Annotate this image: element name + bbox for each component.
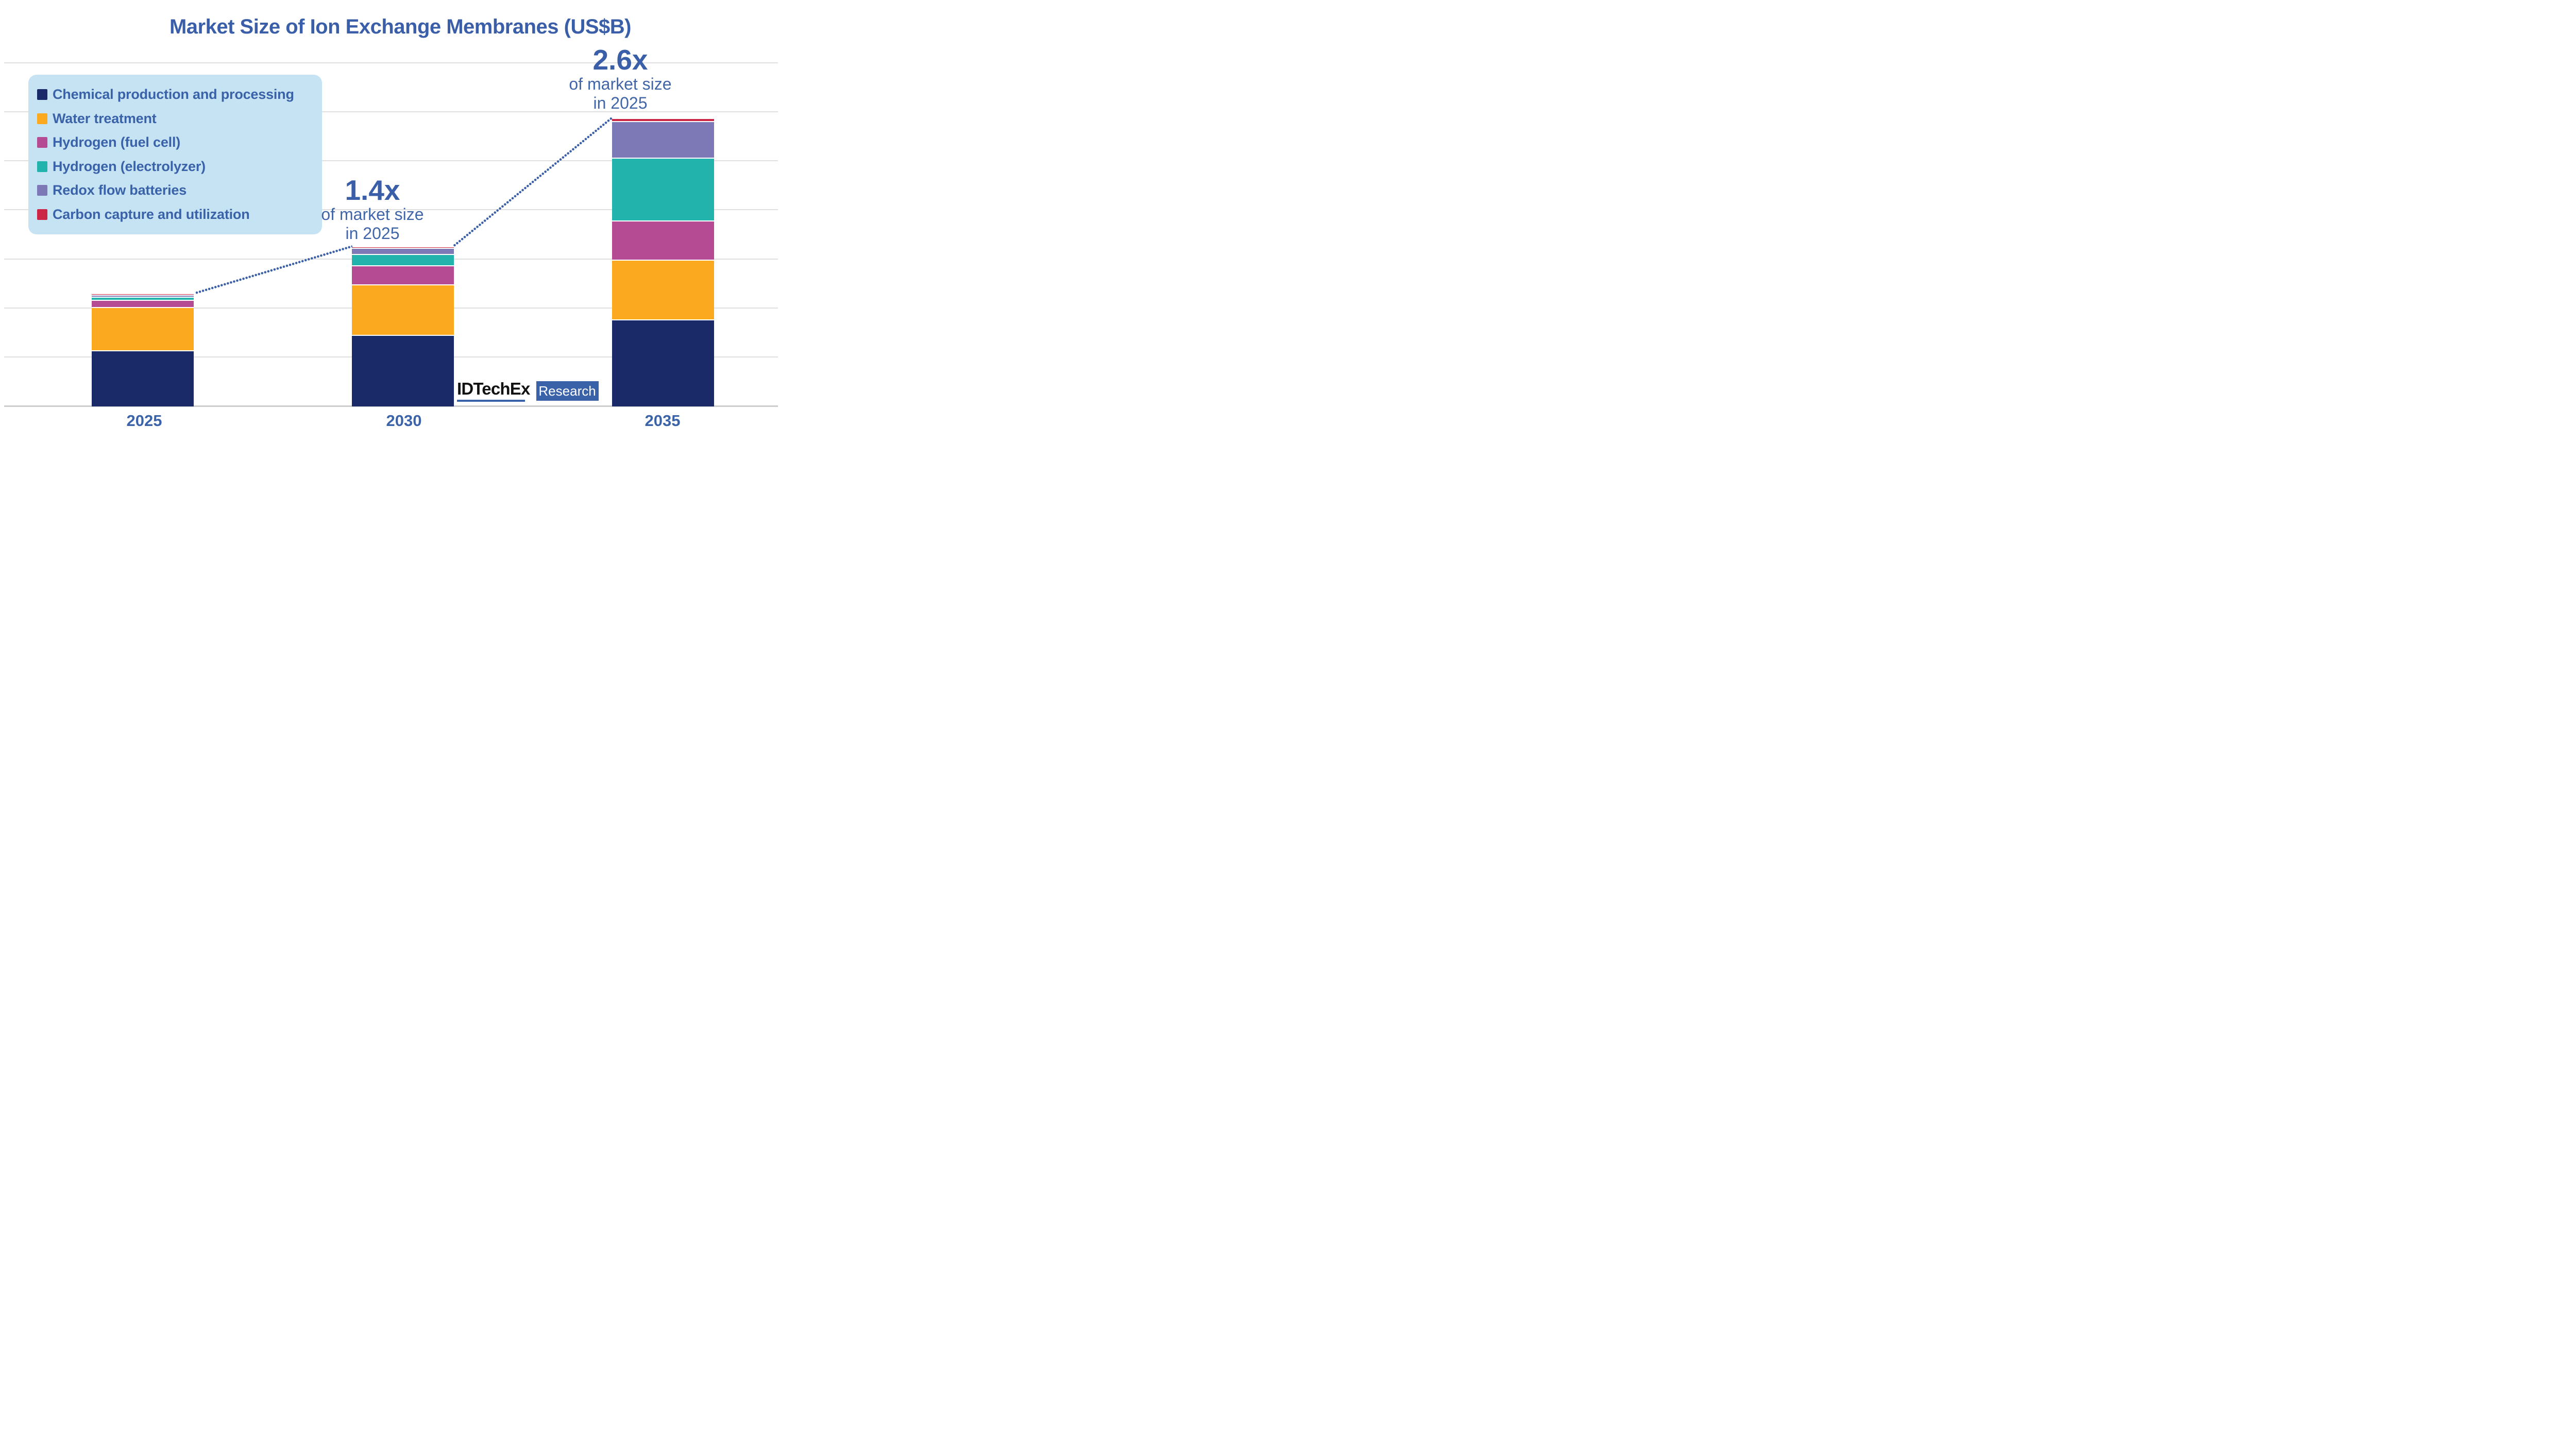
- growth-caption-line1: of market size: [321, 205, 424, 224]
- bar-segment: [612, 159, 714, 222]
- growth-caption-line2: in 2025: [345, 224, 400, 243]
- legend-label: Chemical production and processing: [53, 87, 294, 103]
- bar-segment: [352, 255, 454, 267]
- bar-segment: [352, 335, 454, 406]
- chart-canvas: Market Size of Ion Exchange Membranes (U…: [0, 0, 791, 445]
- bar-segment: [612, 119, 714, 122]
- growth-multiplier-2030: 1.4x: [345, 174, 400, 206]
- growth-multiplier-2035: 2.6x: [592, 44, 648, 76]
- growth-caption-line2: in 2025: [593, 94, 648, 112]
- bar-segment: [92, 308, 194, 352]
- bar-segment: [612, 261, 714, 320]
- x-axis-label-2030: 2030: [386, 412, 422, 430]
- legend-item: Redox flow batteries: [37, 182, 322, 198]
- idtechex-wordmark-block: IDTechEx: [457, 379, 530, 402]
- bar-segment: [352, 285, 454, 336]
- bar-segment: [92, 295, 194, 298]
- legend-label: Hydrogen (fuel cell): [53, 134, 181, 150]
- legend-item: Water treatment: [37, 111, 322, 127]
- legend-item: Chemical production and processing: [37, 87, 322, 103]
- stacked-bar-2030: [352, 247, 454, 406]
- legend-swatch-chemical: [37, 89, 47, 100]
- legend-item: Hydrogen (electrolyzer): [37, 159, 322, 175]
- logo-underline: [457, 400, 525, 402]
- legend-swatch-water: [37, 113, 47, 124]
- gridline: [4, 160, 778, 162]
- chart-title: Market Size of Ion Exchange Membranes (U…: [169, 15, 632, 38]
- annotation-growth-2030: 1.4x of market size in 2025: [290, 176, 455, 243]
- bar-segment: [352, 266, 454, 286]
- legend-swatch-carbon-capture: [37, 209, 47, 220]
- dotted-connector-2030-2035: [452, 116, 614, 248]
- stacked-bar-2035: [612, 119, 714, 406]
- legend-swatch-hydrogen-fuel-cell: [37, 137, 47, 148]
- legend-swatch-hydrogen-electrolyzer: [37, 161, 47, 172]
- gridline: [4, 62, 778, 63]
- idtechex-logo: IDTechEx Research: [457, 379, 599, 402]
- idtechex-wordmark: IDTechEx: [457, 379, 530, 398]
- legend: Chemical production and processing Water…: [28, 75, 322, 234]
- bar-segment: [612, 320, 714, 406]
- research-badge: Research: [536, 381, 599, 401]
- bar-segment: [92, 294, 194, 296]
- bar-segment: [352, 249, 454, 255]
- bar-segment: [92, 298, 194, 301]
- x-axis-label-2035: 2035: [645, 412, 681, 430]
- bar-segment: [92, 300, 194, 308]
- gridline: [4, 209, 778, 211]
- legend-label: Water treatment: [53, 110, 157, 126]
- annotation-growth-2035: 2.6x of market size in 2025: [538, 45, 703, 113]
- gridline: [4, 111, 778, 112]
- stacked-bar-2025: [92, 294, 194, 406]
- legend-label: Carbon capture and utilization: [53, 206, 250, 222]
- bar-segment: [612, 221, 714, 261]
- legend-label: Redox flow batteries: [53, 182, 187, 198]
- x-axis-label-2025: 2025: [126, 412, 162, 430]
- legend-label: Hydrogen (electrolyzer): [53, 158, 206, 174]
- legend-swatch-redox-flow: [37, 185, 47, 196]
- bar-segment: [92, 351, 194, 406]
- legend-item: Carbon capture and utilization: [37, 207, 322, 223]
- growth-caption-line1: of market size: [569, 75, 672, 93]
- bar-segment: [352, 247, 454, 249]
- bar-segment: [612, 122, 714, 159]
- dotted-connector-2025-2030: [195, 245, 353, 295]
- legend-item: Hydrogen (fuel cell): [37, 134, 322, 150]
